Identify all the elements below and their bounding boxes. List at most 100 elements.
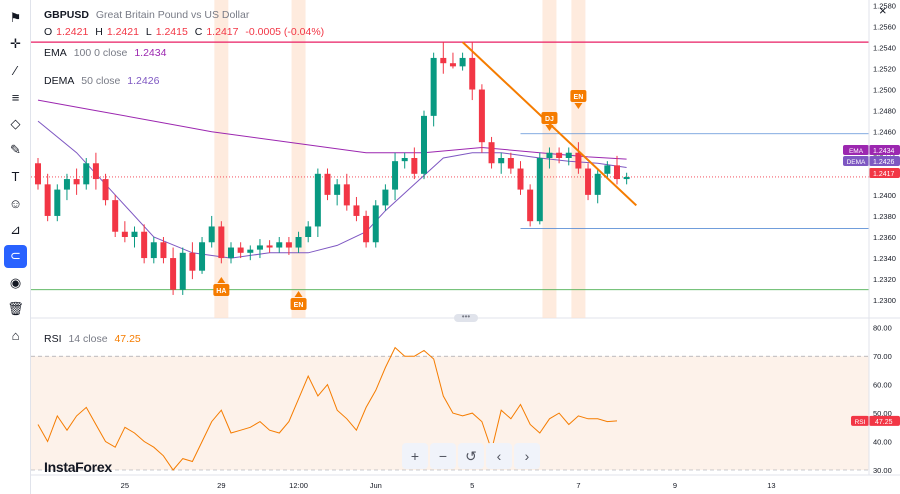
candle-body xyxy=(237,247,244,253)
dema-legend[interactable]: DEMA 50 close 1.2426 xyxy=(44,75,163,87)
dema-params: 50 close xyxy=(81,75,121,87)
fib-icon[interactable]: ≡ xyxy=(11,89,20,105)
time-tick-label: 9 xyxy=(673,481,677,490)
candle-body xyxy=(623,176,630,180)
magnet-icon[interactable]: ⊂ xyxy=(4,244,27,268)
candle-body xyxy=(353,205,360,216)
scroll-right-button[interactable]: › xyxy=(514,443,540,469)
event-marker-badge xyxy=(541,112,558,124)
time-tick-label: 13 xyxy=(767,481,775,490)
event-marker-badge xyxy=(290,298,307,310)
candle-body xyxy=(112,200,119,232)
low-label: L xyxy=(145,26,152,38)
event-marker-badge xyxy=(213,284,230,296)
rsi-tick-label: 60.00 xyxy=(873,381,892,390)
ema-legend[interactable]: EMA 100 0 close 1.2434 xyxy=(44,47,170,59)
rsi-value: 47.25 xyxy=(114,333,141,345)
close-label: C xyxy=(194,26,203,38)
price-label-value: 1.2434 xyxy=(873,148,895,155)
candle-body xyxy=(314,173,321,227)
price-label-value: 1.2417 xyxy=(873,171,895,178)
candle-body xyxy=(440,57,447,64)
candle-body xyxy=(536,158,543,222)
candle-body xyxy=(488,142,495,164)
price-tick-label: 1.2520 xyxy=(873,64,896,73)
brush-icon[interactable]: ✎ xyxy=(10,142,21,157)
candle-body xyxy=(556,152,563,158)
dema-label: DEMA xyxy=(44,75,75,87)
symbol-name[interactable]: GBPUSD xyxy=(44,9,89,21)
candle-body xyxy=(63,179,70,190)
pattern-icon[interactable]: ◇ xyxy=(10,115,21,131)
dema-value: 1.2426 xyxy=(127,75,160,87)
candle-body xyxy=(430,57,437,116)
rsi-label-tag xyxy=(851,415,869,426)
candle-body xyxy=(35,163,41,185)
ruler-icon[interactable]: ⊿ xyxy=(10,221,21,237)
rsi-tick-label: 40.00 xyxy=(873,438,892,447)
candle-body xyxy=(575,152,582,169)
candle-body xyxy=(305,226,312,237)
candle-body xyxy=(102,179,109,201)
candle-body xyxy=(546,152,553,158)
price-tick-label: 1.2560 xyxy=(873,22,896,31)
candle-body xyxy=(614,165,620,180)
candle-body xyxy=(449,63,456,67)
emoji-icon[interactable]: ☺ xyxy=(8,195,23,211)
scroll-left-button[interactable]: ‹ xyxy=(486,443,512,469)
time-tick-label: 29 xyxy=(217,481,225,490)
candle-body xyxy=(392,161,399,190)
high-value: 1.2421 xyxy=(106,26,139,38)
price-label-box xyxy=(869,145,900,155)
open-label: O xyxy=(44,26,53,38)
price-label-value: 1.2426 xyxy=(873,159,895,166)
zoom-out-button[interactable]: − xyxy=(430,443,456,469)
price-tick-label: 1.2360 xyxy=(873,233,896,242)
price-tick-label: 1.2380 xyxy=(873,212,896,221)
event-marker-label: DJ xyxy=(545,116,554,123)
candle-body xyxy=(131,231,138,237)
candle-body xyxy=(401,158,408,162)
candle-body xyxy=(160,242,167,259)
close-icon[interactable]: × xyxy=(879,3,887,18)
symbol-description: Great Britain Pound vs US Dollar xyxy=(95,9,250,21)
candle-body xyxy=(295,237,302,248)
rsi-params: 14 close xyxy=(68,333,108,345)
price-tick-label: 1.2340 xyxy=(873,254,896,263)
flag-icon[interactable]: ⚑ xyxy=(9,9,22,25)
time-tick-label: 7 xyxy=(576,481,580,490)
candle-body xyxy=(92,163,99,180)
trash-icon[interactable]: 🗑 xyxy=(7,301,24,316)
arrow-up-icon xyxy=(217,277,226,283)
candle-body xyxy=(218,226,225,259)
price-tick-label: 1.2300 xyxy=(873,296,896,305)
price-tick-label: 1.2480 xyxy=(873,107,896,116)
candle-body xyxy=(44,184,51,216)
candle-body xyxy=(199,242,206,271)
rsi-label: RSI xyxy=(44,333,62,345)
ema-params: 100 0 close xyxy=(73,47,128,59)
text-icon[interactable]: T xyxy=(11,169,20,184)
event-highlight xyxy=(214,0,229,318)
candle-body xyxy=(594,173,601,195)
reset-button[interactable]: ↺ xyxy=(458,443,484,469)
rsi-legend[interactable]: RSI 14 close 47.25 xyxy=(44,333,145,345)
rsi-tick-label: 50.00 xyxy=(873,409,892,418)
eye-icon[interactable]: ◉ xyxy=(9,274,22,290)
event-marker-label: EN xyxy=(294,302,304,309)
candle-body xyxy=(565,152,572,158)
candle-body xyxy=(585,168,592,195)
pane-resize-handle[interactable]: ••• xyxy=(454,313,478,322)
zoom-in-button[interactable]: + xyxy=(402,443,428,469)
candle-body xyxy=(459,57,466,67)
candle-body xyxy=(372,205,379,243)
cursor-icon[interactable]: ✛ xyxy=(10,36,21,51)
price-label-tag xyxy=(843,156,869,166)
trend-line-icon[interactable]: ⁄ xyxy=(14,63,17,78)
lock-icon[interactable]: ⌂ xyxy=(11,328,20,343)
chart[interactable]: HA EN DJ EN 1.2580 1.2560 1.2540 1.2520 1.2500 1.… xyxy=(31,0,900,494)
price-tick-label: 1.2400 xyxy=(873,191,896,200)
candle-body xyxy=(411,158,418,174)
price-label-tag xyxy=(843,145,869,155)
rsi-tick-label: 30.00 xyxy=(873,466,892,475)
